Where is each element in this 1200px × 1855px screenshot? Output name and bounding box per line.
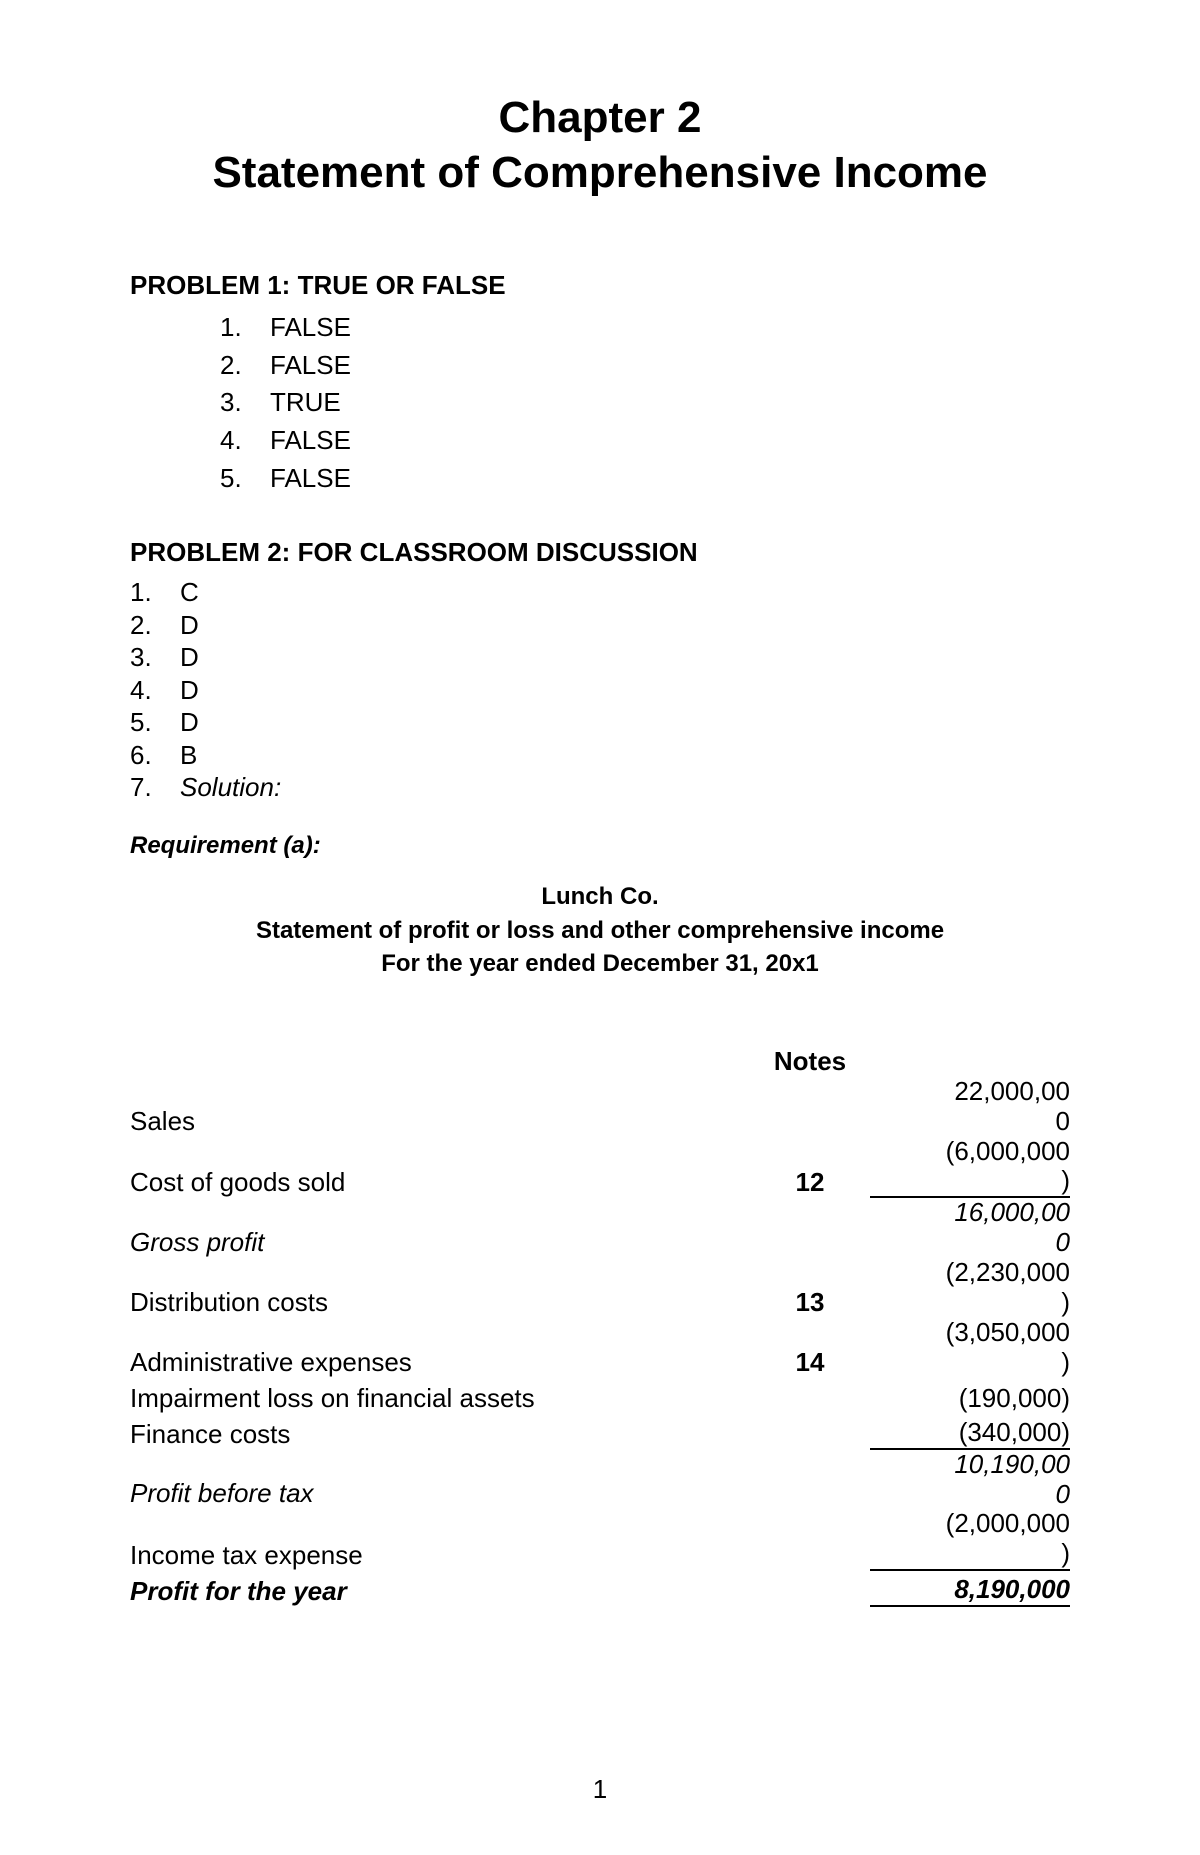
row-income-tax: Income tax expense (2,000,000 ) [130,1509,1070,1571]
note-admin: 14 [750,1347,870,1378]
statement-header: Lunch Co. Statement of profit or loss an… [130,880,1070,981]
label-admin: Administrative expenses [130,1347,750,1378]
discuss-item: 4.D [130,674,1070,707]
tf-num: 5. [220,460,270,498]
statement-title: Statement of profit or loss and other co… [130,914,1070,948]
label-tax: Income tax expense [130,1540,750,1571]
statement-period: For the year ended December 31, 20x1 [130,947,1070,981]
tf-num: 1. [220,309,270,347]
label-gross: Gross profit [130,1227,750,1258]
chapter-line-2: Statement of Comprehensive Income [130,145,1070,200]
discuss-num: 3. [130,641,180,674]
page-number: 1 [0,1774,1200,1805]
tf-item: 1.FALSE [220,309,1070,347]
problem-1-list: 1.FALSE 2.FALSE 3.TRUE 4.FALSE 5.FALSE [220,309,1070,497]
tf-answer: FALSE [270,422,351,460]
tf-item: 5.FALSE [220,460,1070,498]
label-impair: Impairment loss on financial assets [130,1383,750,1414]
tf-item: 3.TRUE [220,384,1070,422]
problem-1-heading: PROBLEM 1: TRUE OR FALSE [130,270,1070,301]
label-sales: Sales [130,1106,750,1137]
amount-gross: 16,000,00 0 [870,1198,1070,1258]
solution-label: Solution: [180,771,281,804]
tf-answer: FALSE [270,347,351,385]
amount-impair: (190,000) [870,1383,1070,1414]
row-admin: Administrative expenses 14 (3,050,000 ) [130,1318,1070,1378]
discuss-item: 6.B [130,739,1070,772]
label-dist: Distribution costs [130,1287,750,1318]
discuss-num: 2. [130,609,180,642]
amount-cogs: (6,000,000 ) [870,1137,1070,1199]
discuss-answer: D [180,706,199,739]
note-cogs: 12 [750,1167,870,1198]
amount-pfy: 8,190,000 [870,1574,1070,1607]
row-sales: Sales 22,000,00 0 [130,1077,1070,1137]
row-profit-before-tax: Profit before tax 10,190,00 0 [130,1450,1070,1510]
amount-dist: (2,230,000 ) [870,1258,1070,1318]
requirement-label: Requirement (a): [130,832,1070,860]
row-finance-costs: Finance costs (340,000) [130,1414,1070,1450]
row-impairment: Impairment loss on financial assets (190… [130,1378,1070,1414]
row-cogs: Cost of goods sold 12 (6,000,000 ) [130,1137,1070,1199]
tf-answer: FALSE [270,309,351,347]
discuss-num: 1. [130,576,180,609]
tf-item: 2.FALSE [220,347,1070,385]
financial-table: Notes Sales 22,000,00 0 Cost of goods so… [130,1041,1070,1607]
amount-sales: 22,000,00 0 [870,1077,1070,1137]
discuss-answer: D [180,641,199,674]
note-dist: 13 [750,1287,870,1318]
amount-tax: (2,000,000 ) [870,1509,1070,1571]
discuss-item: 1.C [130,576,1070,609]
amount-finance: (340,000) [870,1417,1070,1450]
amount-pbt: 10,190,00 0 [870,1450,1070,1510]
label-cogs: Cost of goods sold [130,1167,750,1198]
row-profit-for-year: Profit for the year 8,190,000 [130,1571,1070,1607]
tf-item: 4.FALSE [220,422,1070,460]
discuss-num: 6. [130,739,180,772]
discuss-item: 3.D [130,641,1070,674]
tf-answer: TRUE [270,384,341,422]
discuss-item-solution: 7.Solution: [130,771,1070,804]
discuss-item: 2.D [130,609,1070,642]
problem-2-list: 1.C 2.D 3.D 4.D 5.D 6.B 7.Solution: [130,576,1070,804]
amount-admin: (3,050,000 ) [870,1318,1070,1378]
row-distribution: Distribution costs 13 (2,230,000 ) [130,1258,1070,1318]
tf-num: 3. [220,384,270,422]
problem-2-heading: PROBLEM 2: FOR CLASSROOM DISCUSSION [130,537,1070,568]
discuss-num: 4. [130,674,180,707]
label-pbt: Profit before tax [130,1478,750,1509]
notes-header: Notes [750,1046,870,1077]
discuss-num: 7. [130,771,180,804]
tf-num: 2. [220,347,270,385]
discuss-answer: B [180,739,197,772]
chapter-title: Chapter 2 Statement of Comprehensive Inc… [130,90,1070,200]
label-finance: Finance costs [130,1419,750,1450]
discuss-answer: C [180,576,199,609]
tf-answer: FALSE [270,460,351,498]
discuss-answer: D [180,674,199,707]
row-gross-profit: Gross profit 16,000,00 0 [130,1198,1070,1258]
discuss-num: 5. [130,706,180,739]
label-pfy: Profit for the year [130,1576,750,1607]
company-name: Lunch Co. [130,880,1070,914]
discuss-item: 5.D [130,706,1070,739]
tf-num: 4. [220,422,270,460]
table-header-row: Notes [130,1041,1070,1077]
discuss-answer: D [180,609,199,642]
chapter-line-1: Chapter 2 [130,90,1070,145]
